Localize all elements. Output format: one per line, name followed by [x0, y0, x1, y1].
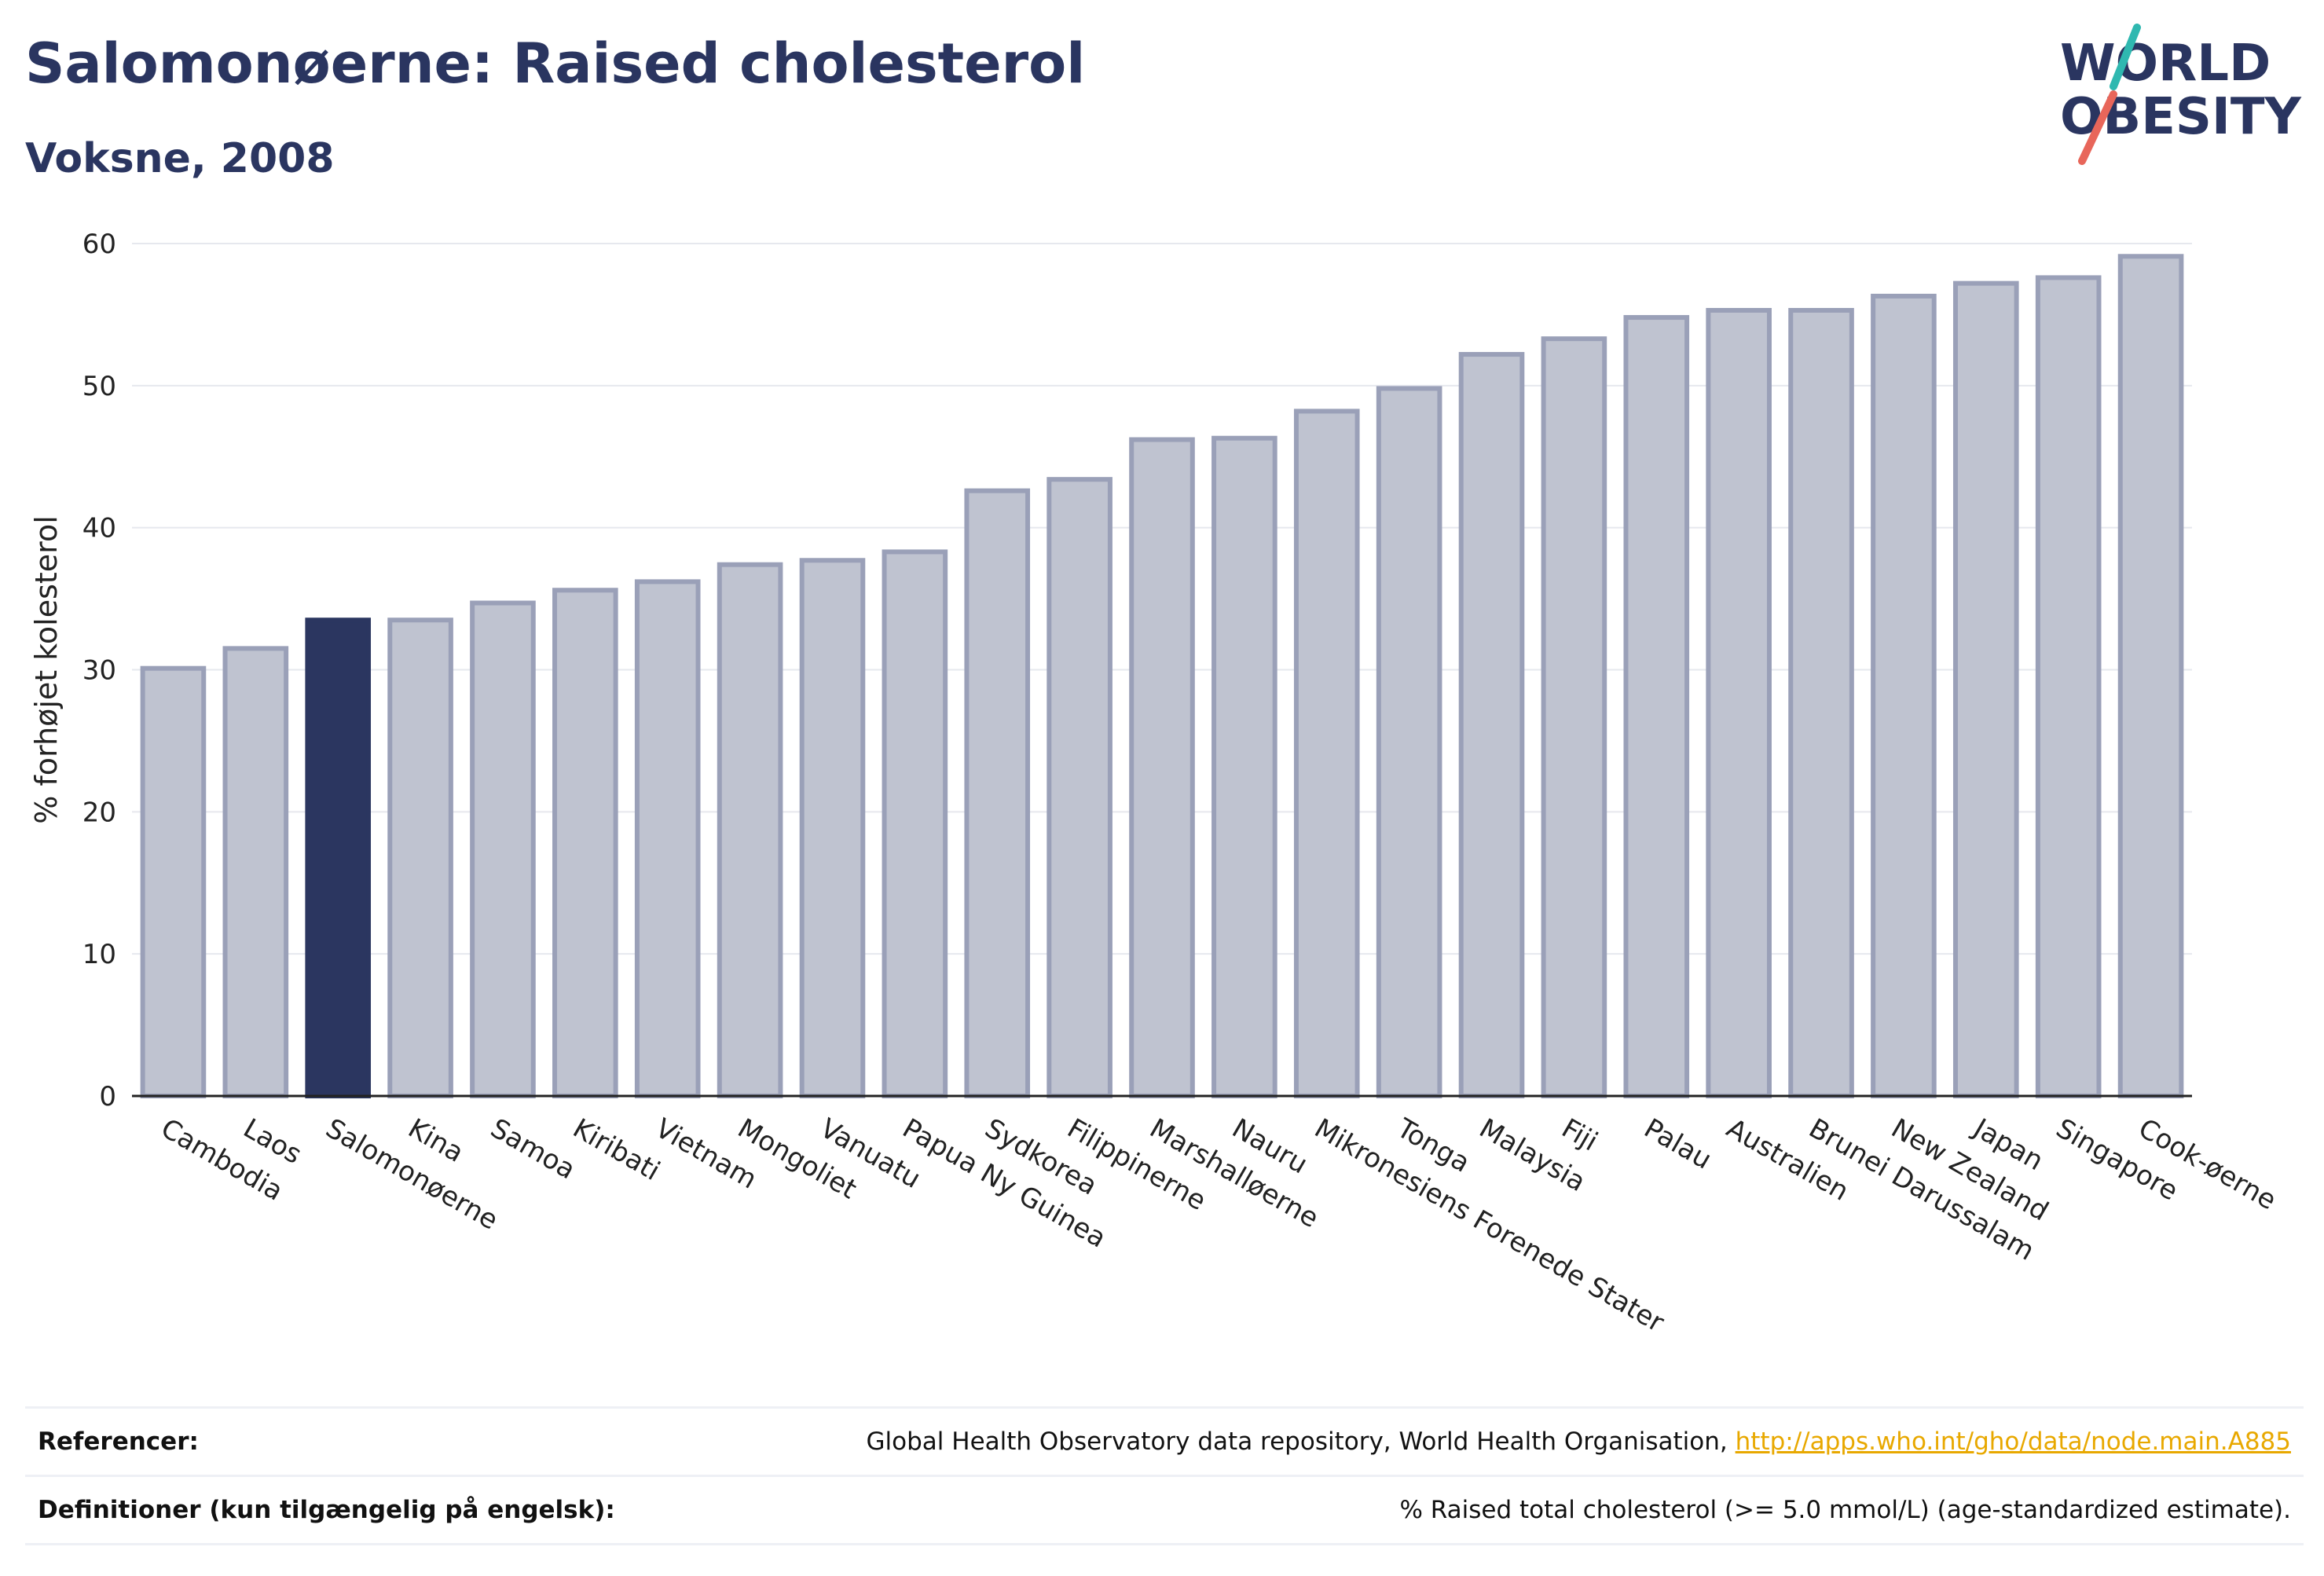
bar-tonga: [1376, 386, 1442, 1098]
y-tick-label: 0: [99, 1081, 116, 1112]
y-tick-label: 10: [82, 939, 116, 970]
bar-palau: [1623, 315, 1690, 1098]
x-tick-label-samoa: Samoa: [485, 1112, 580, 1186]
bar-samoa: [470, 600, 536, 1098]
y-tick-label: 40: [82, 513, 116, 544]
bar-salomon-erne: [305, 618, 372, 1098]
x-tick-label-kiribati: Kiribati: [567, 1112, 665, 1187]
y-axis-ticks: 0 10 20 30 40 50 60: [82, 229, 116, 1112]
bars: [140, 254, 2184, 1099]
bar-new-zealand: [1871, 293, 1937, 1098]
references-label: Referencer:: [38, 1428, 199, 1456]
references-value: Global Health Observatory data repositor…: [867, 1428, 2291, 1456]
bar-kiribati: [552, 588, 618, 1098]
bar-vanuatu: [799, 558, 866, 1098]
logo-word-world: WORLD: [2060, 35, 2271, 93]
bar-singapore: [2035, 275, 2102, 1098]
references-row: Referencer: Global Health Observatory da…: [25, 1406, 2304, 1475]
definitions-label: Definitioner (kun tilgængelig på engelsk…: [38, 1496, 615, 1524]
logo-slash-coral: [2078, 90, 2117, 165]
bar-marshall-erne: [1129, 437, 1195, 1098]
y-tick-label: 60: [82, 229, 116, 260]
y-axis-label: % forhøjet kolesterol: [29, 515, 64, 824]
bar-papua-ny-guinea: [882, 549, 948, 1098]
chart-subtitle: Voksne, 2008: [25, 135, 335, 182]
bar-nauru: [1211, 435, 1277, 1098]
bar-malaysia: [1458, 352, 1525, 1098]
chart-title: Salomonøerne: Raised cholesterol: [25, 31, 1086, 96]
y-tick-label: 30: [82, 655, 116, 687]
bar-brunei-darussalam: [1788, 307, 1854, 1099]
references-text: Global Health Observatory data repositor…: [866, 1428, 1736, 1456]
bar-mikronesiens-forenede-stater: [1293, 409, 1360, 1098]
bar-sydkorea: [964, 488, 1031, 1098]
bar-mongoliet: [717, 562, 783, 1098]
logo-slash-teal: [2110, 24, 2141, 90]
bar-cambodia: [140, 665, 207, 1098]
y-tick-label: 20: [82, 797, 116, 828]
bar-australien: [1706, 307, 1772, 1099]
bar-cook-erne: [2117, 254, 2184, 1098]
definitions-value: % Raised total cholesterol (>= 5.0 mmol/…: [1399, 1496, 2291, 1524]
y-tick-label: 50: [82, 371, 116, 402]
bar-laos: [222, 646, 289, 1098]
bar-kina: [387, 618, 453, 1098]
bar-filippinerne: [1047, 477, 1113, 1098]
bar-fiji: [1541, 336, 1607, 1098]
bar-vietnam: [634, 579, 701, 1098]
definitions-row: Definitioner (kun tilgængelig på engelsk…: [25, 1475, 2304, 1545]
bar-japan: [1952, 280, 2019, 1099]
world-obesity-logo: WORLD OBESITY: [2060, 24, 2301, 165]
footer: Referencer: Global Health Observatory da…: [25, 1406, 2304, 1545]
references-link[interactable]: http://apps.who.int/gho/data/node.main.A…: [1735, 1428, 2291, 1456]
x-tick-label-fiji: Fiji: [1556, 1112, 1603, 1157]
x-tick-label-palau: Palau: [1639, 1112, 1717, 1175]
